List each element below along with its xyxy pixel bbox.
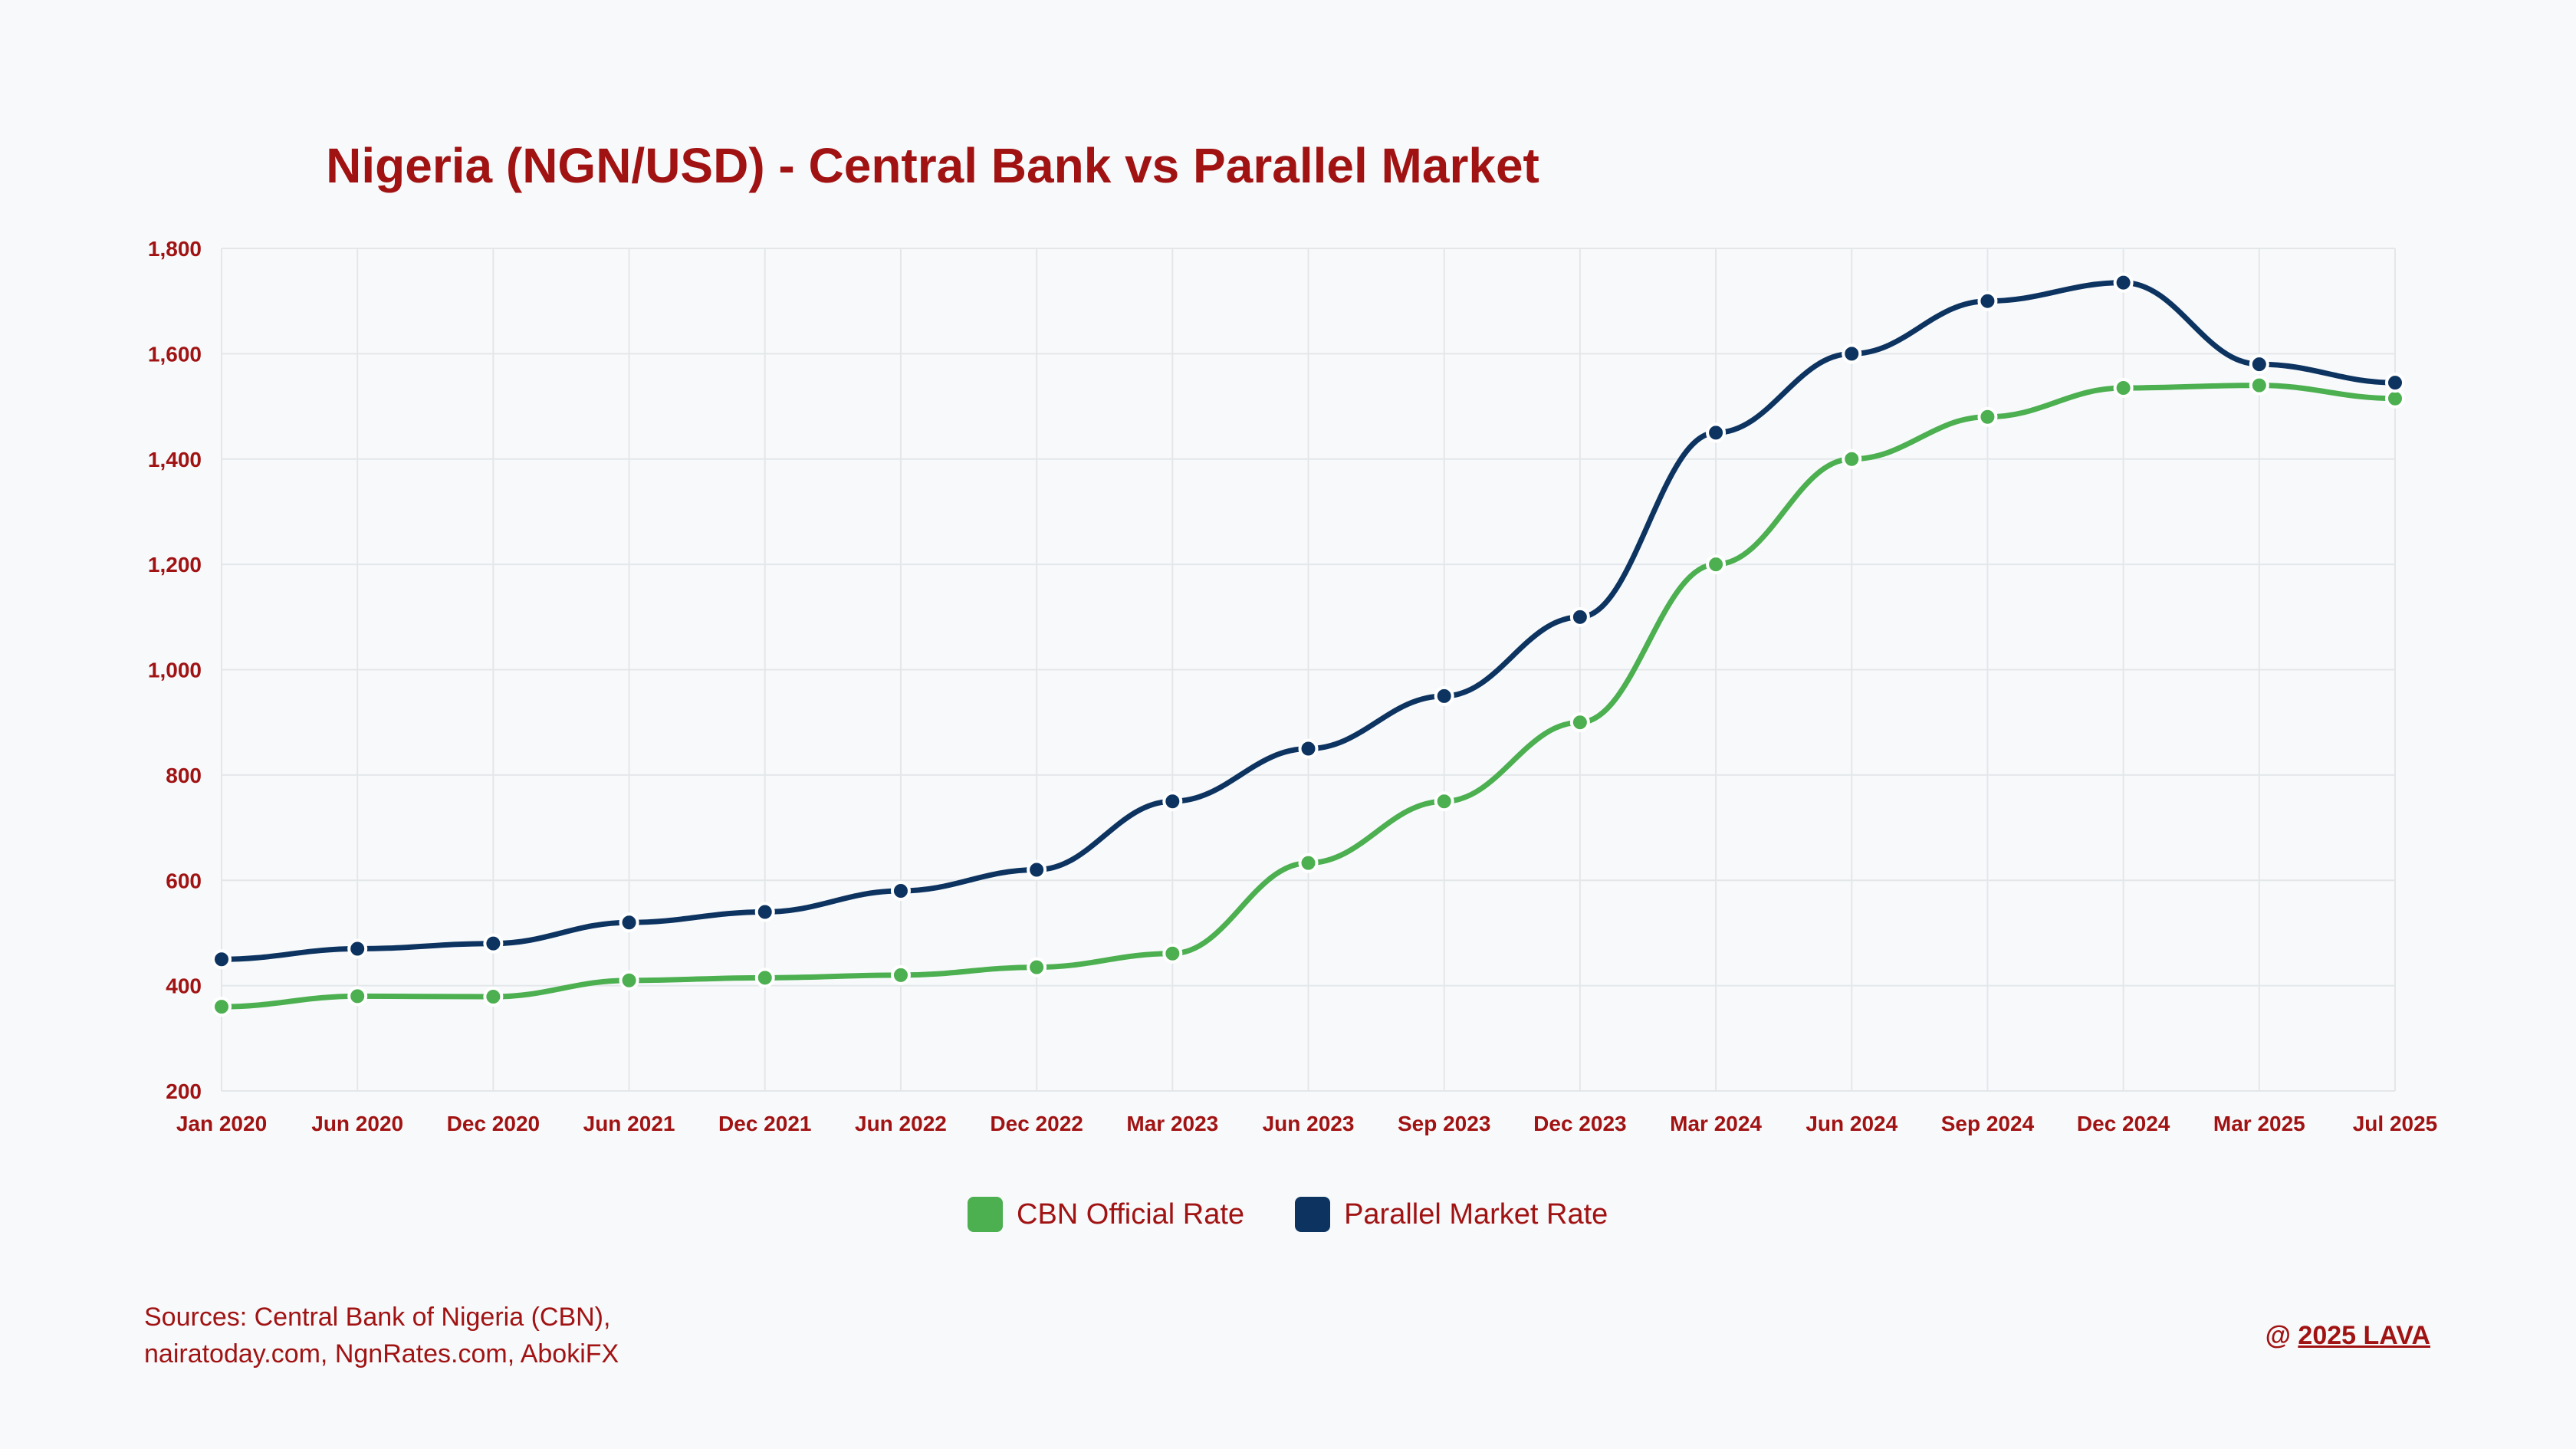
series-line-parallel: [219, 280, 2398, 962]
credit: @ 2025 LAVA: [2266, 1317, 2430, 1354]
y-tick-label: 1,000: [148, 659, 202, 682]
data-point-parallel[interactable]: [1434, 685, 1454, 706]
credit-prefix: @: [2265, 1321, 2298, 1350]
sources-line-1: Sources: Central Bank of Nigeria (CBN),: [144, 1303, 611, 1332]
data-point-cbn[interactable]: [347, 986, 368, 1007]
chart-legend: CBN Official Rate Parallel Market Rate: [968, 1196, 1608, 1233]
data-point-parallel[interactable]: [1298, 738, 1319, 759]
legend-swatch-parallel: [1295, 1197, 1331, 1232]
data-point-parallel[interactable]: [1027, 859, 1047, 880]
legend-item-parallel-market-rate[interactable]: Parallel Market Rate: [1295, 1196, 1608, 1233]
data-point-parallel[interactable]: [1842, 343, 1862, 364]
x-tick-label: Mar 2025: [2213, 1112, 2305, 1135]
x-tick-label: Dec 2022: [990, 1112, 1083, 1135]
data-point-parallel[interactable]: [212, 949, 232, 970]
data-point-cbn[interactable]: [1027, 957, 1047, 978]
data-point-cbn[interactable]: [2249, 375, 2269, 396]
y-tick-label: 1,200: [148, 553, 202, 577]
x-tick-label: Dec 2024: [2077, 1112, 2170, 1135]
grid-layer: [221, 248, 2396, 1092]
data-point-cbn[interactable]: [212, 997, 232, 1017]
x-tick-label: Sep 2024: [1941, 1112, 2035, 1135]
data-point-parallel[interactable]: [754, 902, 775, 922]
data-point-parallel[interactable]: [2249, 354, 2269, 375]
y-tick-label: 1,800: [148, 237, 202, 261]
data-point-cbn[interactable]: [890, 964, 911, 985]
chart-title: Nigeria (NGN/USD) - Central Bank vs Para…: [326, 138, 1539, 193]
data-point-parallel[interactable]: [483, 933, 504, 954]
x-tick-label: Mar 2023: [1126, 1112, 1218, 1135]
x-tick-label: Dec 2023: [1533, 1112, 1626, 1135]
data-point-parallel[interactable]: [1162, 791, 1183, 812]
legend-swatch-cbn: [968, 1197, 1003, 1232]
x-tick-label: Jun 2021: [583, 1112, 675, 1135]
y-tick-label: 1,600: [148, 342, 202, 366]
data-point-cbn[interactable]: [754, 968, 775, 988]
data-point-parallel[interactable]: [2113, 272, 2134, 293]
series-line-cbn: [219, 383, 2398, 1010]
data-point-cbn[interactable]: [1298, 853, 1319, 873]
x-tick-label: Dec 2021: [718, 1112, 811, 1135]
series-layer: [212, 272, 2405, 1017]
sources-note: Sources: Central Bank of Nigeria (CBN), …: [144, 1299, 619, 1372]
x-tick-label: Jun 2023: [1263, 1112, 1355, 1135]
data-point-cbn[interactable]: [1569, 712, 1590, 733]
x-tick-label: Mar 2024: [1670, 1112, 1762, 1135]
data-point-cbn[interactable]: [1842, 449, 1862, 469]
axis-layer: 200 400 600 800 1,000 1,200 1,400 1,600 1,800 Jan…: [148, 237, 2437, 1135]
y-tick-label: 1,400: [148, 448, 202, 472]
x-tick-label: Jul 2025: [2353, 1112, 2438, 1135]
data-point-parallel[interactable]: [890, 880, 911, 901]
data-point-cbn[interactable]: [483, 987, 504, 1007]
y-tick-label: 400: [166, 974, 202, 998]
x-tick-label: Jan 2020: [176, 1112, 267, 1135]
data-point-cbn[interactable]: [2113, 378, 2134, 399]
data-point-parallel[interactable]: [1706, 422, 1727, 443]
data-point-parallel[interactable]: [347, 938, 368, 959]
credit-link[interactable]: 2025 LAVA: [2298, 1321, 2430, 1350]
sources-line-2: nairatoday.com, NgnRates.com, AbokiFX: [144, 1339, 619, 1368]
data-point-cbn[interactable]: [619, 970, 639, 991]
data-point-parallel[interactable]: [619, 912, 639, 933]
data-point-cbn[interactable]: [1706, 554, 1727, 575]
data-point-cbn[interactable]: [1977, 406, 1998, 427]
data-point-cbn[interactable]: [1162, 943, 1183, 964]
data-point-parallel[interactable]: [1569, 606, 1590, 627]
data-point-cbn[interactable]: [1434, 791, 1454, 812]
x-tick-label: Jun 2024: [1806, 1112, 1898, 1135]
x-tick-label: Sep 2023: [1398, 1112, 1490, 1135]
data-point-parallel[interactable]: [2385, 373, 2405, 393]
y-tick-label: 200: [166, 1079, 202, 1103]
x-tick-label: Jun 2022: [855, 1112, 947, 1135]
legend-label-cbn: CBN Official Rate: [1017, 1198, 1245, 1230]
x-tick-label: Jun 2020: [311, 1112, 403, 1135]
legend-item-cbn-official-rate[interactable]: CBN Official Rate: [968, 1196, 1244, 1233]
data-point-parallel[interactable]: [1977, 291, 1998, 311]
x-tick-label: Dec 2020: [447, 1112, 540, 1135]
y-tick-label: 600: [166, 869, 202, 892]
legend-label-parallel: Parallel Market Rate: [1344, 1198, 1608, 1230]
y-tick-label: 800: [166, 764, 202, 787]
